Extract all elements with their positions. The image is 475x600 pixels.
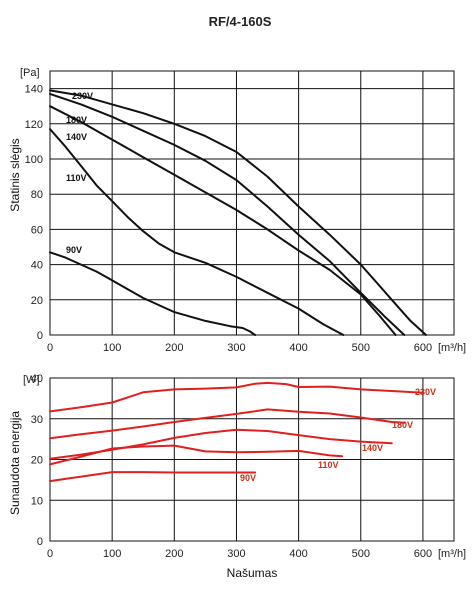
series-label-230v: 230V xyxy=(72,91,93,101)
series-label-140v: 140V xyxy=(362,443,383,453)
y-axis-title: Sunaudota energija xyxy=(8,411,22,515)
x-tick-label: 600 xyxy=(414,342,432,354)
x-tick-label: 200 xyxy=(165,548,183,560)
series-line-180v xyxy=(49,408,406,440)
series-label-110v: 110V xyxy=(66,173,87,183)
x-axis-title: Našumas xyxy=(227,566,278,580)
series-line-90v xyxy=(49,251,257,336)
series-line-110v xyxy=(49,128,345,336)
y-unit-label: [W] xyxy=(23,374,40,386)
y-tick-label: 30 xyxy=(31,414,43,426)
power-plot: 0 100 200 300 400 500 600 0 10 20 30 40[W] [m³/h] Sun… xyxy=(8,373,466,580)
y-tick-label: 80 xyxy=(31,189,43,201)
y-tick-label: 10 xyxy=(31,495,43,507)
y-tick-label: 0 xyxy=(37,536,43,548)
y-tick-label: 140 xyxy=(25,84,43,96)
series-line-230v xyxy=(49,89,427,336)
x-tick-label: 400 xyxy=(289,548,307,560)
series-label-110v: 110V xyxy=(318,460,339,470)
x-tick-label: 300 xyxy=(227,548,245,560)
series-label-180v: 180V xyxy=(392,420,413,430)
series-label-90v: 90V xyxy=(240,473,256,483)
plot-frame xyxy=(49,70,455,336)
series-line-140v xyxy=(49,105,397,336)
series-line-110v xyxy=(49,444,344,466)
series-line-230v xyxy=(49,381,424,413)
x-tick-label: 400 xyxy=(289,342,307,354)
y-axis-title: Statinis slėgis xyxy=(8,138,22,211)
x-tick-label: 0 xyxy=(47,342,53,354)
x-tick-label: 100 xyxy=(103,342,121,354)
series-line-180v xyxy=(49,92,406,336)
x-tick-label: 500 xyxy=(352,548,370,560)
y-tick-label: 60 xyxy=(31,224,43,236)
y-tick-label: 40 xyxy=(31,373,43,385)
y-tick-label: 120 xyxy=(25,119,43,131)
x-tick-label: 600 xyxy=(414,548,432,560)
series-line-140v xyxy=(49,428,393,460)
y-tick-label: 40 xyxy=(31,260,43,272)
series-line-90v xyxy=(49,471,257,483)
pressure-plot: 0 100 200 300 400 500 600 0 20 40 60 80 100 120 140 [Pa… xyxy=(8,67,466,354)
y-tick-label: 20 xyxy=(31,455,43,467)
x-tick-label: 200 xyxy=(165,342,183,354)
x-tick-label: 100 xyxy=(103,548,121,560)
y-tick-label: 0 xyxy=(37,330,43,342)
series-label-230v: 230V xyxy=(415,387,436,397)
x-tick-label: 0 xyxy=(47,548,53,560)
x-tick-label: 500 xyxy=(352,342,370,354)
series-label-90v: 90V xyxy=(66,245,82,255)
y-tick-label: 100 xyxy=(25,154,43,166)
y-unit-label: [Pa] xyxy=(20,67,40,79)
x-tick-label: 300 xyxy=(227,342,245,354)
series-label-140v: 140V xyxy=(66,132,87,142)
chart-title: RF/4-160S xyxy=(209,14,272,29)
x-unit-label: [m³/h] xyxy=(438,342,466,354)
x-unit-label: [m³/h] xyxy=(438,548,466,560)
y-tick-label: 20 xyxy=(31,295,43,307)
